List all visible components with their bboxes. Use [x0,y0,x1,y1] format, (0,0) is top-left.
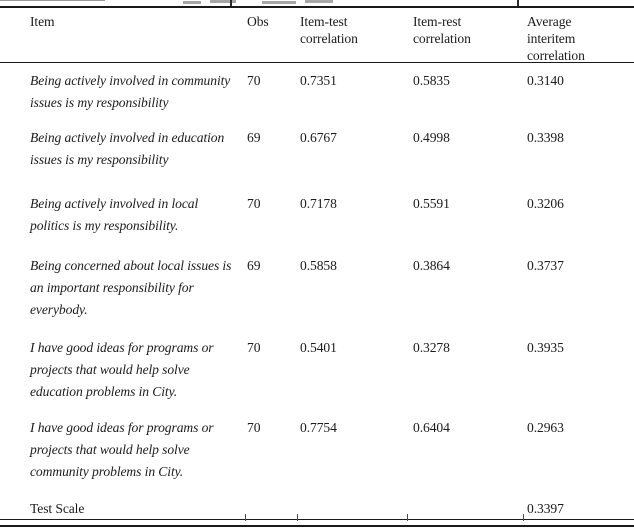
table-row: Being actively involved in community iss… [0,63,634,120]
obs-value: 70 [247,340,261,355]
test-scale-label: Test Scale [30,501,85,516]
table-footer-rule [0,519,634,520]
header-item-rest-correlation: Item-rest correlation [413,14,471,46]
avg-interitem-value: 0.3206 [527,196,564,211]
item-text: Being actively involved in local politic… [30,196,199,233]
item-test-value: 0.6767 [300,130,337,145]
header-item: Item [30,14,55,29]
cutoff-text-fragment [262,1,296,4]
column-border-remnant [407,514,408,521]
header-item-test-correlation: Item-test correlation [300,14,358,46]
footer-item-rest-empty [413,498,527,519]
table-row: Being concerned about local issues is an… [0,248,634,330]
column-border-remnant [297,514,298,521]
item-rest-value: 0.3278 [413,340,450,355]
avg-interitem-value: 0.3935 [527,340,564,355]
obs-value: 69 [247,258,261,273]
test-scale-avg-interitem-value: 0.3397 [527,501,564,516]
column-border-remnant [517,0,519,7]
table-bottom-rule [0,525,634,527]
item-rest-value: 0.6404 [413,420,450,435]
cutoff-text-fragment [183,1,201,4]
avg-interitem-value: 0.2963 [527,420,564,435]
header-obs: Obs [247,14,269,29]
cutoff-text-fragment [305,0,333,3]
footer-obs-empty [247,498,300,519]
obs-value: 70 [247,73,261,88]
item-test-value: 0.5858 [300,258,337,273]
item-text: I have good ideas for programs or projec… [30,420,214,479]
item-test-value: 0.7178 [300,196,337,211]
table-header-row: Item Obs Item-test correlation Item-rest… [0,7,634,63]
avg-interitem-value: 0.3737 [527,258,564,273]
item-test-value: 0.7351 [300,73,337,88]
avg-interitem-value: 0.3398 [527,130,564,145]
obs-value: 70 [247,420,261,435]
item-test-value: 0.5401 [300,340,337,355]
table-row: I have good ideas for programs or projec… [0,410,634,498]
header-average-interitem-correlation: Average interitem correlation [527,14,585,63]
table-footer-row: Test Scale 0.3397 [0,498,634,519]
item-rest-value: 0.5835 [413,73,450,88]
item-text: Being actively involved in education iss… [30,130,225,167]
avg-interitem-value: 0.3140 [527,73,564,88]
cutoff-text-fragment [210,0,236,3]
column-border-remnant [245,514,246,521]
item-test-value: 0.7754 [300,420,337,435]
item-rest-value: 0.5591 [413,196,450,211]
column-border-remnant [230,0,232,7]
table-row: Being actively involved in local politic… [0,186,634,248]
item-text: Being actively involved in community iss… [30,73,231,110]
table-row: Being actively involved in education iss… [0,120,634,186]
item-rest-value: 0.4998 [413,130,450,145]
item-rest-value: 0.3864 [413,258,450,273]
table-header-rule [0,62,634,63]
item-text: I have good ideas for programs or projec… [30,340,214,399]
table-top-rule [0,6,634,8]
footer-item-test-empty [300,498,413,519]
item-text: Being concerned about local issues is an… [30,258,232,317]
obs-value: 69 [247,130,261,145]
cutoff-text-fragment [0,0,105,1]
column-border-remnant [523,514,524,521]
obs-value: 70 [247,196,261,211]
table-row: I have good ideas for programs or projec… [0,330,634,410]
